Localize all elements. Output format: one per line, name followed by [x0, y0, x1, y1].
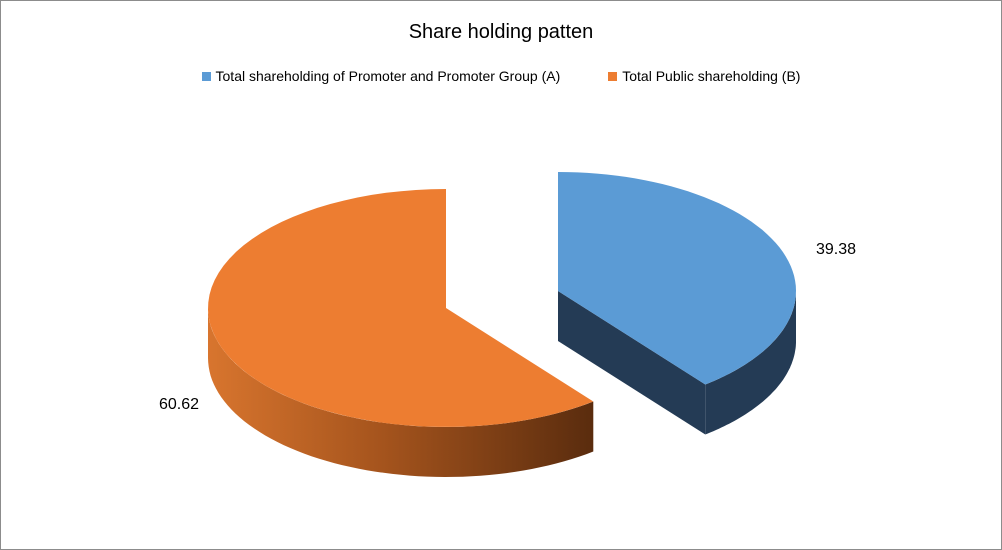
legend-label-promoter: Total shareholding of Promoter and Promo…: [215, 68, 561, 84]
legend-swatch-public: [608, 71, 618, 81]
legend-item-promoter: Total shareholding of Promoter and Promo…: [201, 68, 561, 84]
slice-wall-promoter: [705, 291, 796, 435]
slice-promoter: [558, 172, 796, 385]
data-label-public: 60.62: [159, 396, 199, 413]
legend-swatch-promoter: [201, 71, 211, 81]
slice-cut-face-promoter: [558, 291, 706, 435]
legend-label-public: Total Public shareholding (B): [622, 68, 801, 84]
data-label-promoter: 39.38: [816, 241, 856, 258]
legend-item-public: Total Public shareholding (B): [608, 68, 800, 84]
slice-public: [208, 189, 594, 427]
slice-wall-public: [208, 308, 594, 477]
legend: Total shareholding of Promoter and Promo…: [1, 68, 1001, 84]
chart-title: Share holding patten: [408, 21, 594, 43]
